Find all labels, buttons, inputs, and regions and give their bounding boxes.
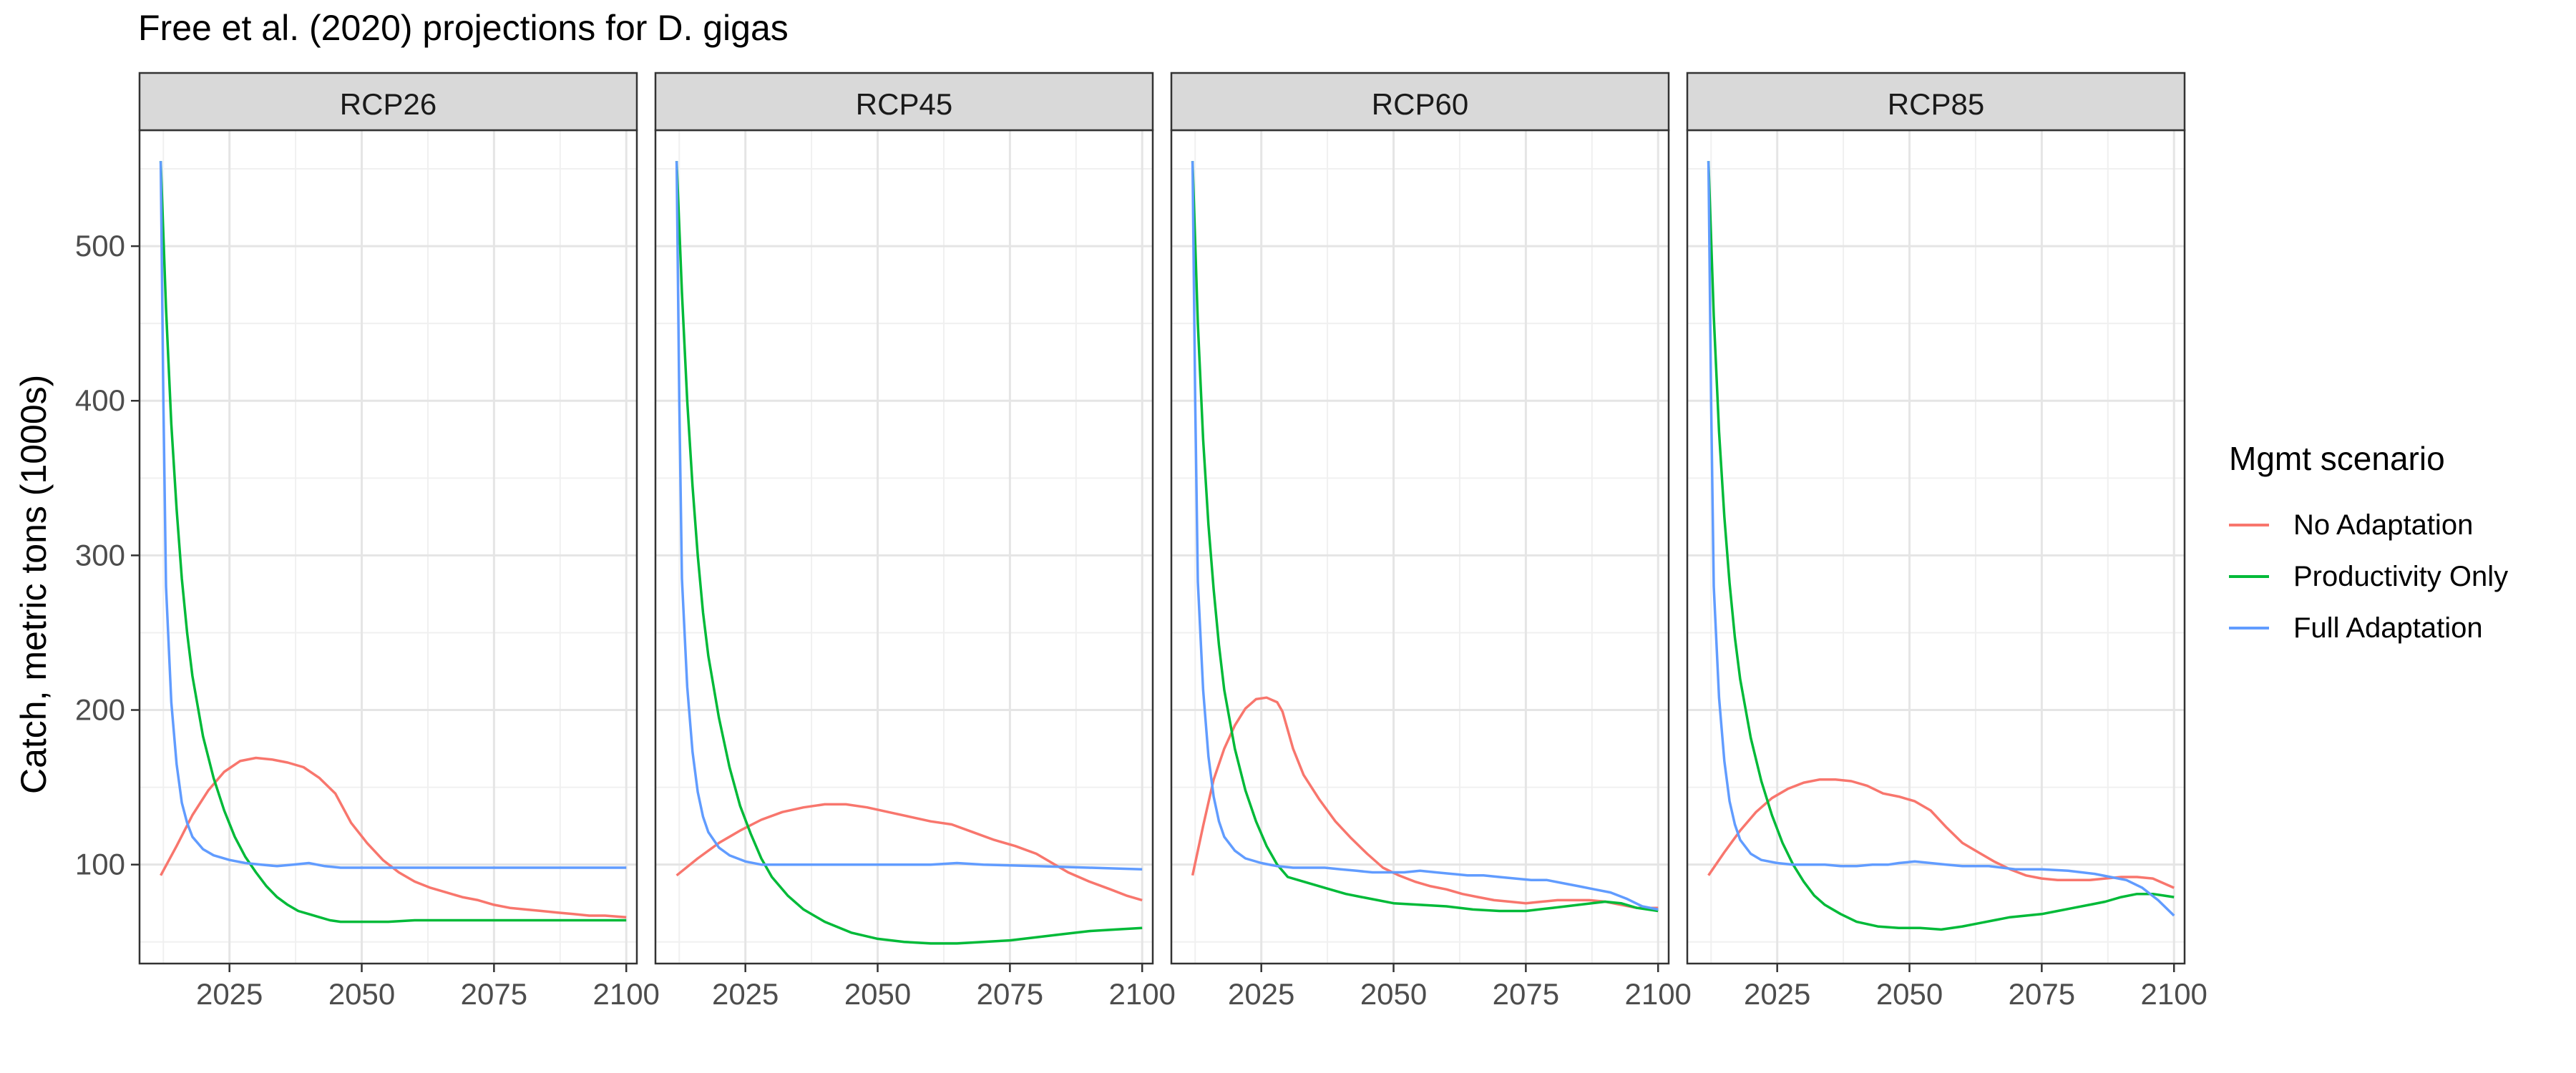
facet-label-rcp45: RCP45 xyxy=(856,87,952,121)
facet-label-rcp26: RCP26 xyxy=(340,87,436,121)
series-line-rcp85-productivity-only xyxy=(1707,161,2175,931)
chart-title: Free et al. (2020) projections for D. gi… xyxy=(138,8,789,48)
x-tick-label: 2050 xyxy=(844,977,911,1011)
x-tick-label: 2025 xyxy=(196,977,263,1011)
series-line-rcp60-full-adaptation xyxy=(1191,161,1659,911)
series-line-rcp45-full-adaptation xyxy=(675,161,1143,871)
facet-strip-rcp60 xyxy=(1170,72,1670,132)
facet-label-rcp60: RCP60 xyxy=(1372,87,1468,121)
panel-background-rcp26 xyxy=(140,130,637,964)
facet-label-rcp85: RCP85 xyxy=(1888,87,1984,121)
x-tick-label: 2050 xyxy=(1876,977,1943,1011)
facet-strip-rcp26 xyxy=(138,72,638,132)
y-tick-label: 400 xyxy=(75,383,125,417)
x-tick-label: 2100 xyxy=(1108,977,1175,1011)
legend-key-productivity-only xyxy=(2229,575,2269,578)
legend-item-full-adaptation: Full Adaptation xyxy=(2229,602,2508,654)
panel-background-rcp60 xyxy=(1171,130,1669,964)
panel-background-rcp85 xyxy=(1687,130,2185,964)
x-tick-label: 2050 xyxy=(1360,977,1427,1011)
y-tick-label: 300 xyxy=(75,538,125,572)
x-tick-label: 2025 xyxy=(712,977,779,1011)
facet-strip-rcp85 xyxy=(1686,72,2186,132)
legend-item-no-adaptation: No Adaptation xyxy=(2229,499,2508,551)
series-line-rcp26-no-adaptation xyxy=(160,756,627,918)
series-line-rcp26-productivity-only xyxy=(159,161,627,923)
legend-item-productivity-only: Productivity Only xyxy=(2229,551,2508,602)
y-tick-label: 500 xyxy=(75,229,125,263)
series-line-rcp26-full-adaptation xyxy=(159,161,627,869)
x-tick-label: 2050 xyxy=(328,977,395,1011)
y-tick-label: 100 xyxy=(75,848,125,881)
legend-label: No Adaptation xyxy=(2293,509,2474,541)
legend-key-full-adaptation xyxy=(2229,627,2269,629)
x-tick-label: 2100 xyxy=(1624,977,1691,1011)
facet-strip-rcp45 xyxy=(654,72,1154,132)
x-tick-label: 2025 xyxy=(1744,977,1810,1011)
x-tick-label: 2100 xyxy=(2140,977,2207,1011)
x-tick-label: 2025 xyxy=(1228,977,1294,1011)
series-line-rcp60-productivity-only xyxy=(1191,161,1659,913)
legend-label: Full Adaptation xyxy=(2293,612,2483,644)
legend-label: Productivity Only xyxy=(2293,560,2509,592)
x-tick-label: 2075 xyxy=(2009,977,2075,1011)
legend: Mgmt scenario No Adaptation Productivity… xyxy=(2229,439,2508,654)
series-line-rcp85-full-adaptation xyxy=(1707,161,2175,917)
legend-key-no-adaptation xyxy=(2229,524,2269,526)
x-tick-label: 2075 xyxy=(1493,977,1559,1011)
legend-title: Mgmt scenario xyxy=(2229,440,2445,477)
series-line-rcp45-productivity-only xyxy=(675,161,1143,945)
x-tick-label: 2100 xyxy=(592,977,659,1011)
y-tick-label: 200 xyxy=(75,693,125,727)
series-line-rcp45-no-adaptation xyxy=(675,803,1143,902)
series-line-rcp85-no-adaptation xyxy=(1707,778,2175,889)
x-tick-label: 2075 xyxy=(461,977,527,1011)
panel-background-rcp45 xyxy=(655,130,1153,964)
x-tick-label: 2075 xyxy=(977,977,1043,1011)
